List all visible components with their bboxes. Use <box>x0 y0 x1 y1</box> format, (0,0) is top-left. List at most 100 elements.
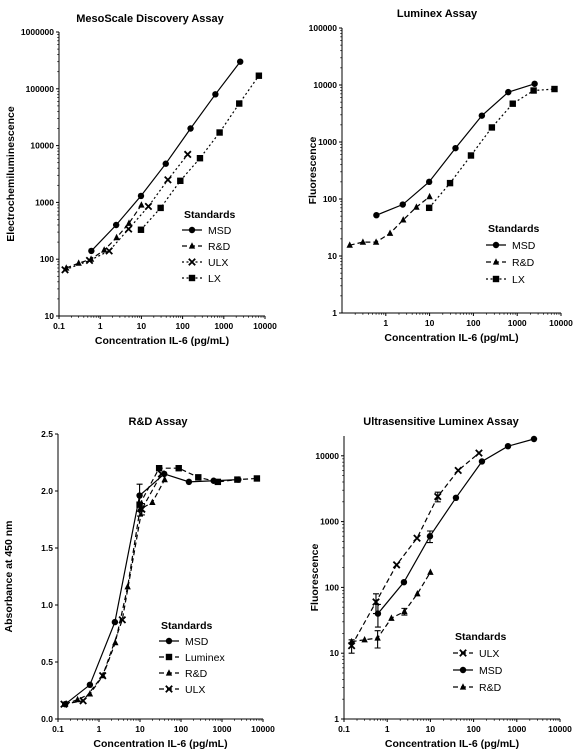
legend-marker <box>188 242 196 249</box>
data-point <box>112 638 119 646</box>
y-tick-label: 10000 <box>315 451 339 461</box>
legend-marker <box>188 258 196 266</box>
y-tick-label: 10 <box>328 251 338 261</box>
y-tick-label: 1000 <box>35 197 54 207</box>
x-tick-label: 10000 <box>548 724 572 734</box>
data-point <box>212 91 219 98</box>
y-tick-label: 100 <box>323 194 337 204</box>
series-ulx <box>347 449 483 654</box>
data-point <box>478 112 486 119</box>
legend-title: Standards <box>455 631 507 643</box>
data-point <box>85 256 94 265</box>
data-point <box>551 85 558 93</box>
data-point <box>400 216 407 223</box>
x-axis-label: Concentration IL-6 (pg/mL) <box>385 738 519 750</box>
x-tick-label: 1000 <box>213 724 232 734</box>
x-tick-label: 10 <box>426 724 436 734</box>
series-line <box>139 467 257 505</box>
data-point <box>446 179 454 187</box>
x-tick-label: 10 <box>425 318 435 328</box>
x-tick-label: 0.1 <box>338 724 350 734</box>
series-msd <box>62 470 242 708</box>
y-tick-label: 1000000 <box>21 27 54 37</box>
series-line <box>64 473 239 705</box>
series-line <box>377 438 535 614</box>
x-axis-label: Concentration IL-6 (pg/mL) <box>93 738 227 750</box>
data-point <box>144 202 153 211</box>
series-line <box>65 479 166 705</box>
series-lx <box>425 85 558 212</box>
data-point <box>195 474 202 481</box>
chart-panel-2: Luminex Assay 1 10 100 1000 10000 1 10 100 1000 10… <box>307 8 573 344</box>
legend-marker <box>459 649 467 657</box>
series-line <box>66 204 142 269</box>
y-tick-label: 100 <box>40 254 54 264</box>
legend-label: R&D <box>185 668 208 680</box>
chart-title: Luminex Assay <box>397 8 478 20</box>
chart-panel-1: MesoScale Discovery Assay 0.1 1 10 100 1000 10… <box>5 13 277 347</box>
legend-label: ULX <box>185 684 205 696</box>
series-msd <box>374 435 538 628</box>
data-point <box>136 492 143 499</box>
data-point <box>187 125 194 132</box>
x-tick-label: 1 <box>97 724 102 734</box>
data-point <box>359 238 367 245</box>
data-point <box>399 201 406 208</box>
data-point <box>425 178 433 186</box>
data-point <box>236 100 243 107</box>
data-point <box>111 618 119 626</box>
series-r-d <box>346 192 433 248</box>
x-tick-label: 100 <box>174 724 188 734</box>
y-tick-label: 1 <box>334 714 339 724</box>
data-point <box>413 534 421 543</box>
data-point <box>88 247 95 255</box>
data-point <box>137 226 145 233</box>
series-line <box>351 571 431 643</box>
series-ulx <box>61 150 192 274</box>
y-axis-label: Fluorescence <box>309 543 321 611</box>
data-point <box>346 241 353 248</box>
legend-marker <box>165 685 173 693</box>
legend-marker <box>492 275 500 283</box>
data-point <box>177 177 184 185</box>
legend-marker <box>492 258 500 265</box>
data-point <box>175 465 182 472</box>
legend-label: R&D <box>479 682 502 694</box>
y-tick-label: 0.5 <box>41 657 53 667</box>
data-point <box>234 476 241 483</box>
legend-marker <box>459 683 467 690</box>
data-point <box>505 88 512 96</box>
x-tick-label: 1 <box>385 724 390 734</box>
chart-title: MesoScale Discovery Assay <box>76 13 224 25</box>
x-tick-label: 10000 <box>549 318 573 328</box>
data-point <box>138 201 145 208</box>
y-tick-label: 1000 <box>318 137 337 147</box>
data-point <box>392 561 401 569</box>
data-point <box>509 100 516 107</box>
x-axis-label: Concentration IL-6 (pg/mL) <box>95 335 229 347</box>
legend: Standards ULX MSD R&D <box>453 631 507 694</box>
x-tick-label: 10 <box>135 724 145 734</box>
legend-label: ULX <box>479 648 499 660</box>
data-point <box>475 449 483 457</box>
legend-label: ULX <box>208 257 228 269</box>
data-point <box>488 124 496 131</box>
chart-panel-3: R&D Assay 0.1 1 10 100 1000 10000 0.0 0.5 1.0 1.5 2… <box>3 416 275 750</box>
data-point <box>433 492 442 501</box>
legend-marker <box>492 241 500 249</box>
legend-title: Standards <box>161 620 213 632</box>
data-point <box>86 681 94 688</box>
series-line <box>63 473 162 705</box>
x-tick-label: 100 <box>466 318 480 328</box>
legend-label: MSD <box>185 636 209 648</box>
y-tick-label: 1.5 <box>41 543 53 553</box>
series-r-d <box>348 568 434 649</box>
data-point <box>454 466 463 475</box>
y-tick-label: 10 <box>45 311 55 321</box>
data-point <box>61 265 69 274</box>
series-lx <box>137 72 263 233</box>
data-point <box>112 221 120 229</box>
legend-marker <box>165 637 173 645</box>
data-point <box>161 475 168 483</box>
x-axis-label: Concentration IL-6 (pg/mL) <box>384 332 518 344</box>
